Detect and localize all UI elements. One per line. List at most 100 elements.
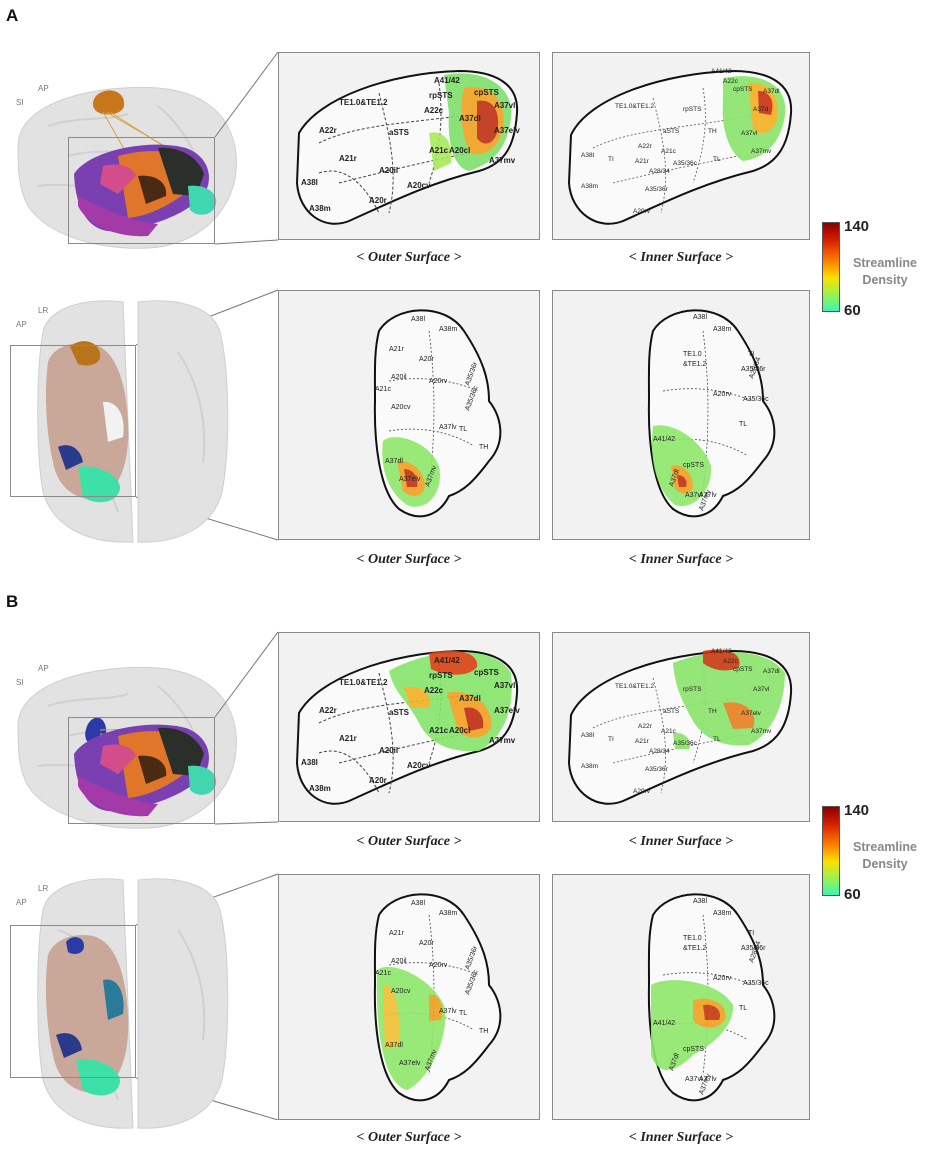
axial-inner-map-a: A38l A38m TE1.0 &TE1.2 TI A35/36r A28/34 A20rv A… [552,290,810,540]
region-label: cpSTS [733,86,753,93]
colorbar-title: Streamline Density [840,255,930,289]
region-label: TH [479,444,488,451]
region-label: A37vl [741,130,758,137]
region-label: TL [739,421,747,428]
region-label: A21c [661,728,677,735]
colorbar-title-line2: Density [862,273,908,287]
region-label: A21r [339,734,357,743]
caption-inner-surface: < Inner Surface > [628,552,734,567]
zoom-box-sagittal-b [68,717,215,824]
region-label: A37dl [763,668,780,675]
axis-label-side: SI [16,678,24,687]
colorbar-title-line2: Density [862,857,908,871]
caption-inner-surface: < Inner Surface > [628,1130,734,1145]
region-label: TL [459,1010,467,1017]
sagittal-inner-map-b: A41/42 A22c cpSTS A37dl TE1.0&TE1.2 rpSTS A37v… [552,632,810,822]
region-label: A38l [693,314,707,321]
axis-label-side: SI [16,98,24,107]
region-label: rpSTS [429,671,453,680]
region-label: A21r [339,154,357,163]
region-label: A20r [369,776,387,785]
region-label: A22c [424,686,444,695]
region-label: A22r [638,723,653,730]
region-label: A22c [424,106,444,115]
region-label: A38m [581,183,598,190]
region-label: A37vl [494,101,515,110]
colorbar-title-line1: Streamline [853,256,917,270]
region-label: A20cl [449,146,470,155]
region-label: A38m [439,910,457,917]
sagittal-outer-map-a: TE1.0&TE1.2 A41/42 rpSTS cpSTS A22c A37vl A37d… [278,52,540,240]
region-label: A20r [419,356,434,363]
region-label: A20cv [407,761,431,770]
region-label: A37dl [459,694,481,703]
region-label: TI [748,930,754,937]
region-label: A20il [379,166,398,175]
region-label: A38m [309,784,331,793]
region-label: TL [459,426,467,433]
region-label: A22r [638,143,653,150]
region-label: A21c [429,726,449,735]
region-label: TH [708,708,717,715]
region-label: A41/42 [434,656,460,665]
region-label: aSTS [663,708,680,715]
region-label: A37elv [741,710,762,717]
region-label: A37lv [699,1076,717,1083]
colorbar-b [822,806,840,896]
region-label: aSTS [389,128,410,137]
region-label: A21c [375,970,391,977]
sagittal-outer-map-b: TE1.0&TE1.2 A41/42 rpSTS cpSTS A22c A37vl A37d… [278,632,540,822]
region-label: A22r [319,706,337,715]
panel-label-a: A [6,6,19,25]
axial-outer-map-a: A38l A38m A21r A20r A20il A20rv A35/36r A20cv A2… [278,290,540,540]
region-label: cpSTS [683,462,704,469]
region-label: A20cv [391,404,411,411]
colorbar-title-line1: Streamline [853,840,917,854]
zoom-box-axial-b [10,925,136,1078]
axial-inner-map-b: A38l A38m TE1.0 &TE1.2 TI A35/36r A28/34 A20rv A… [552,874,810,1120]
caption-inner-surface: < Inner Surface > [628,834,734,849]
axis-label-top: AP [38,84,49,93]
region-label: A38m [439,326,457,333]
region-label: A37lv [439,424,457,431]
region-label: A37vl [685,1076,703,1083]
region-label: A37mv [751,148,772,155]
region-label: cpSTS [474,88,500,97]
caption-outer-surface: < Outer Surface > [356,1130,462,1145]
axial-brain-thumbnail-b [37,878,229,1129]
region-label: A21r [389,930,404,937]
region-label: A41/42 [711,648,732,655]
region-label: cpSTS [733,666,753,673]
region-label: A38m [713,910,731,917]
region-label: A28/34 [649,748,670,755]
region-label: A37lv [439,1008,457,1015]
region-label: A28/34 [649,168,670,175]
region-label: A37elv [494,126,520,135]
region-label: A38m [713,326,731,333]
region-label: A38l [411,900,425,907]
caption-outer-surface: < Outer Surface > [356,834,462,849]
region-label: A38l [581,732,595,739]
region-label: TE1.0&TE1.2 [615,103,654,110]
caption-inner-surface: < Inner Surface > [628,250,734,265]
region-label: TI [608,736,614,743]
region-label: A38l [301,178,318,187]
panel-label-b: B [6,592,19,611]
region-label: A20cv [391,988,411,995]
region-label: A37vl [753,686,770,693]
region-label: A20rv [713,391,732,398]
region-label: cpSTS [474,668,500,677]
colorbar-a [822,222,840,312]
region-label: A21c [375,386,391,393]
axial-brain-thumbnail-a [37,300,229,543]
region-label: aSTS [663,128,680,135]
region-label: A35/36c [673,740,698,747]
region-label: &TE1.2 [683,945,706,952]
region-label: A37d [753,106,769,113]
region-label: aSTS [389,708,410,717]
region-label: cpSTS [683,1046,704,1053]
region-label: A38m [309,204,331,213]
region-label: A20r [419,940,434,947]
region-label: A35/36c [673,160,698,167]
region-label: rpSTS [683,686,702,693]
